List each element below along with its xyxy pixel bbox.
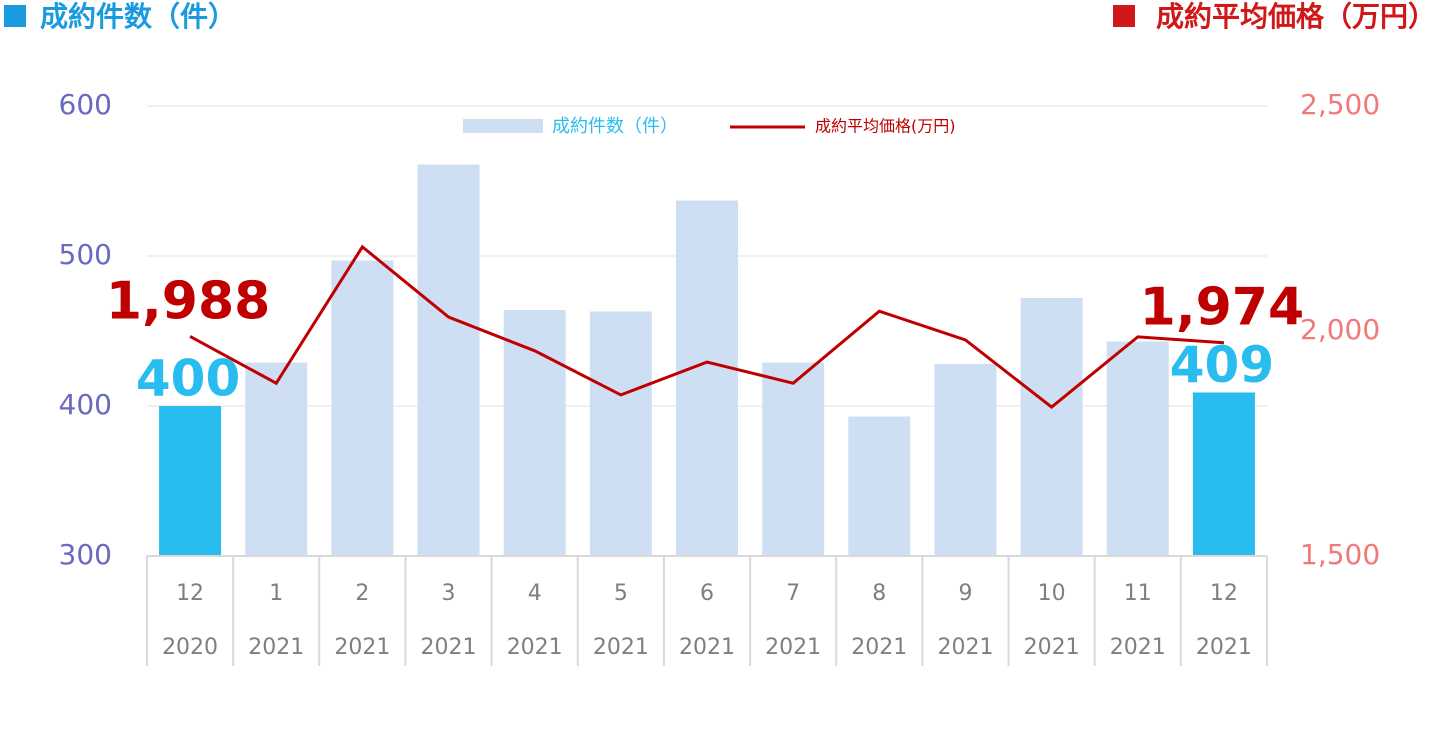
y2-tick-label: 2,500 (1300, 88, 1380, 121)
y-axis-title: 成約件数（件） (40, 0, 236, 33)
bar (589, 311, 652, 556)
legend-label: 成約平均価格(万円) (815, 117, 956, 136)
legend-swatch (463, 119, 543, 133)
bar (1106, 341, 1169, 556)
x-group-label: 2021 (1196, 635, 1252, 660)
y-tick-label: 600 (59, 88, 112, 121)
x-tick-label: 10 (1038, 581, 1066, 606)
x-tick-label: 3 (442, 581, 456, 606)
legend-label: 成約件数（件） (552, 116, 678, 137)
y2-axis-title: 成約平均価格（万円） (1156, 0, 1436, 33)
x-group-label: 2021 (937, 635, 993, 660)
x-group-label: 2021 (421, 635, 477, 660)
bar (848, 416, 911, 556)
x-group-label: 2021 (507, 635, 563, 660)
data-label: 1,988 (106, 271, 270, 331)
data-label: 400 (136, 350, 240, 408)
y2-tick-label: 2,000 (1300, 313, 1380, 346)
x-tick-label: 11 (1124, 581, 1152, 606)
x-tick-label: 12 (176, 581, 204, 606)
x-group-label: 2021 (1024, 635, 1080, 660)
x-group-label: 2021 (248, 635, 304, 660)
x-group-label: 2021 (334, 635, 390, 660)
bar (503, 310, 566, 556)
x-tick-label: 9 (958, 581, 972, 606)
bar (417, 164, 480, 556)
bar (762, 362, 825, 556)
header-marker (1113, 5, 1135, 27)
y2-tick-label: 1,500 (1300, 538, 1380, 571)
bar (331, 260, 394, 556)
line (189, 244, 1225, 409)
bar (934, 364, 997, 556)
x-tick-label: 5 (614, 581, 628, 606)
bar (1020, 298, 1083, 556)
data-label: 1,974 (1140, 278, 1304, 338)
x-group-label: 2021 (593, 635, 649, 660)
y-tick-label: 500 (59, 238, 112, 271)
x-group-label: 2021 (679, 635, 735, 660)
x-tick-label: 1 (269, 581, 283, 606)
header-marker (4, 5, 26, 27)
bar (1192, 392, 1255, 556)
data-label: 409 (1170, 336, 1274, 394)
bar (676, 200, 738, 556)
bar (159, 406, 222, 556)
x-group-label: 2021 (765, 635, 821, 660)
x-group-label: 2020 (162, 635, 218, 660)
x-tick-label: 6 (700, 581, 714, 606)
x-tick-label: 7 (786, 581, 800, 606)
y-tick-label: 400 (59, 388, 112, 421)
x-tick-label: 12 (1210, 581, 1238, 606)
x-group-label: 2021 (851, 635, 907, 660)
x-tick-label: 4 (528, 581, 542, 606)
x-tick-label: 2 (355, 581, 369, 606)
x-group-label: 2021 (1110, 635, 1166, 660)
bar (245, 362, 308, 556)
x-tick-label: 8 (872, 581, 886, 606)
y-tick-label: 300 (59, 538, 112, 571)
